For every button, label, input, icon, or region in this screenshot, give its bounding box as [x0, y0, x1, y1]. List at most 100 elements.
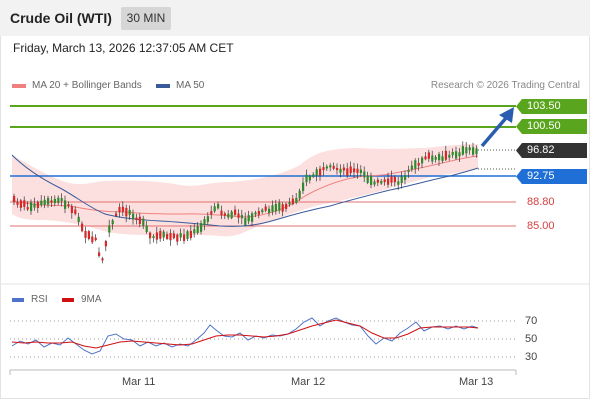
candle-body — [332, 165, 335, 169]
candle-body — [312, 174, 315, 177]
candle-body — [155, 232, 158, 240]
candle-body — [135, 217, 138, 221]
candle-body — [118, 207, 121, 213]
9ma-label: 9MA — [81, 294, 102, 305]
candle-body — [346, 168, 349, 176]
candle-body — [359, 169, 362, 174]
candle-body — [50, 200, 53, 203]
candle-body — [77, 216, 80, 223]
candle-body — [315, 169, 318, 176]
candle-body — [101, 258, 104, 261]
candle-body — [421, 157, 424, 164]
candle-body — [189, 230, 192, 238]
candle-body — [356, 168, 359, 173]
candle-body — [254, 212, 257, 215]
candlesticks — [13, 141, 478, 264]
rsi-swatch-icon — [12, 297, 24, 302]
rsi-9ma-line — [11, 319, 479, 349]
candle-body — [67, 204, 70, 207]
candle-body — [431, 155, 434, 162]
candle-body — [424, 156, 427, 160]
ma50-swatch-icon — [156, 83, 170, 88]
candle-body — [179, 233, 182, 238]
candle-body — [200, 223, 203, 232]
candle-body — [149, 232, 152, 239]
interval-button[interactable]: 30 MIN — [121, 7, 171, 30]
candle-body — [84, 230, 87, 238]
candle-body — [393, 176, 396, 183]
candle-body — [91, 236, 94, 243]
candle-body — [223, 213, 226, 216]
candle-body — [414, 160, 417, 169]
target-arrow-icon — [499, 107, 514, 123]
candle-body — [125, 207, 128, 217]
rsi-tick-50: 50 — [525, 333, 538, 345]
candle-body — [166, 234, 169, 239]
candle-body — [404, 175, 407, 180]
rsi-tick-70: 70 — [525, 315, 538, 327]
candle-body — [227, 213, 230, 218]
candle-body — [325, 166, 328, 169]
rsi-tick-30: 30 — [525, 351, 538, 363]
date-tick: Mar 13 — [459, 376, 494, 388]
target-arrow-shaft — [480, 116, 508, 148]
candle-body — [186, 231, 189, 239]
ma20-swatch-icon — [12, 83, 26, 88]
candle-body — [210, 211, 213, 215]
candle-body — [274, 203, 277, 212]
candle-body — [353, 168, 356, 173]
candle-body — [376, 179, 379, 183]
candle-body — [206, 216, 209, 222]
candle-body — [145, 225, 148, 233]
candle-body — [40, 200, 43, 206]
candle-body — [434, 156, 437, 160]
candle-body — [257, 210, 260, 215]
price-label-last: 96.82 — [516, 143, 587, 158]
candle-body — [417, 162, 420, 166]
price-label-pivot: 92.75 — [516, 169, 587, 184]
candle-body — [407, 169, 410, 173]
ma50-label: MA 50 — [176, 80, 205, 91]
candle-body — [138, 216, 141, 224]
candle-body — [43, 199, 46, 206]
candle-body — [19, 200, 22, 208]
candle-body — [16, 202, 19, 205]
legend-rsi: RSI — [12, 294, 48, 305]
rsi-label: RSI — [31, 294, 48, 305]
candle-body — [366, 175, 369, 183]
candle-body — [240, 215, 243, 219]
candle-body — [176, 234, 179, 242]
candle-body — [251, 213, 254, 222]
candle-body — [30, 202, 33, 212]
date-tick: Mar 11 — [122, 376, 156, 388]
price-label-resistance: 100.50 — [516, 119, 587, 134]
candle-body — [387, 178, 390, 185]
candle-body — [288, 202, 291, 205]
candle-body — [322, 167, 325, 171]
candle-body — [383, 179, 386, 183]
candle-body — [264, 206, 267, 211]
candle-body — [475, 148, 478, 154]
candle-body — [298, 190, 301, 199]
candle-body — [128, 209, 131, 215]
candle-body — [244, 218, 247, 226]
candle-body — [183, 234, 186, 241]
candle-body — [451, 151, 454, 156]
candle-body — [60, 198, 63, 202]
legend-ma50: MA 50 — [156, 80, 204, 91]
candle-body — [305, 174, 308, 183]
candle-body — [472, 147, 475, 155]
candle-body — [217, 203, 220, 209]
candle-body — [47, 197, 50, 205]
candle-body — [196, 226, 199, 233]
candle-body — [438, 154, 441, 161]
candle-body — [373, 181, 376, 185]
candle-body — [98, 252, 101, 256]
legend-9ma: 9MA — [62, 294, 102, 305]
candle-body — [169, 233, 172, 241]
candle-body — [172, 233, 175, 239]
instrument-title: Crude Oil (WTI) — [10, 10, 112, 26]
bollinger-band — [12, 144, 478, 237]
candle-body — [281, 204, 284, 212]
